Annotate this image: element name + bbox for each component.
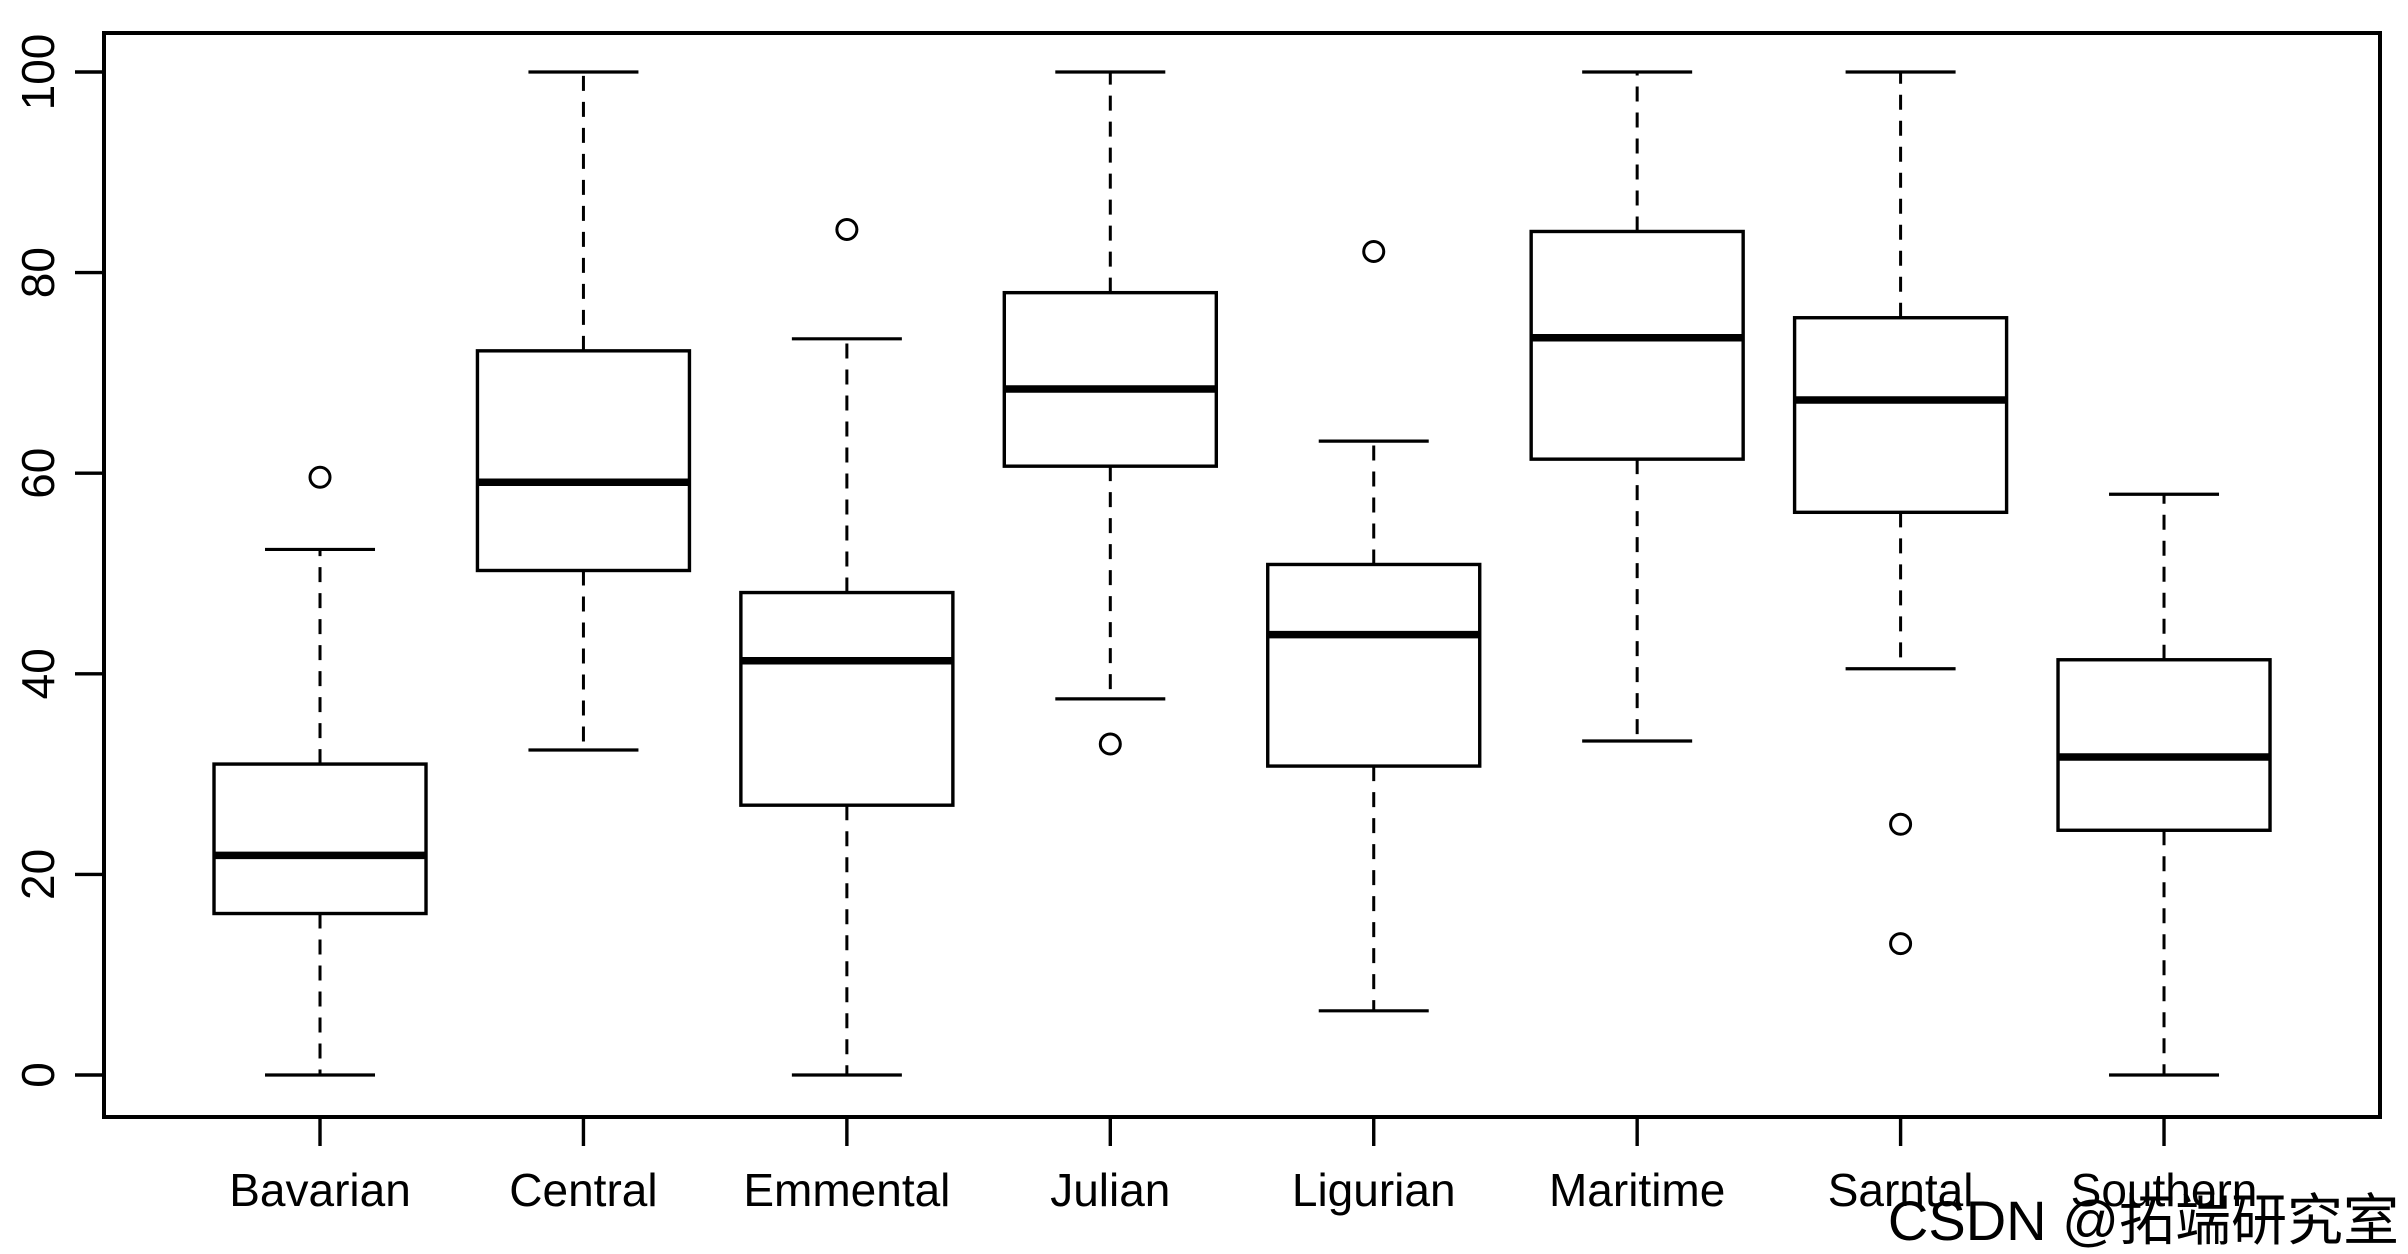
x-axis-label-central: Central bbox=[509, 1164, 657, 1216]
box-sarntal-outlier-point bbox=[1889, 812, 1913, 836]
plot-border bbox=[102, 31, 2382, 1119]
box-sarntal-outlier-point bbox=[1889, 932, 1913, 956]
chart-content: 0 20 40 60 80 100 Bavarian Central Emmental Julia… bbox=[12, 34, 2272, 1216]
y-axis-tick-label: 0 bbox=[12, 1062, 64, 1088]
box-maritime-iqr bbox=[1529, 229, 1745, 461]
x-axis-label-maritime: Maritime bbox=[1549, 1164, 1725, 1216]
x-axis-label-julian: Julian bbox=[1050, 1164, 1170, 1216]
box-bavarian-iqr bbox=[212, 762, 428, 916]
x-axis-label-southern: Southern bbox=[2071, 1164, 2258, 1216]
x-axis-label-emmental: Emmental bbox=[743, 1164, 950, 1216]
x-axis-label-bavarian: Bavarian bbox=[229, 1164, 411, 1216]
box-ligurian-iqr bbox=[1266, 562, 1482, 768]
y-axis-tick-label: 40 bbox=[12, 648, 64, 699]
y-axis-tick-label: 60 bbox=[12, 448, 64, 499]
x-axis-label-sarntal: Sarntal bbox=[1828, 1164, 1974, 1216]
box-bavarian-outlier-point bbox=[308, 465, 332, 489]
y-axis-tick-label: 20 bbox=[12, 849, 64, 900]
box-julian-outlier-point bbox=[1098, 732, 1122, 756]
y-axis-tick-label: 80 bbox=[12, 247, 64, 298]
box-julian-iqr bbox=[1002, 290, 1219, 468]
box-emmental-outlier-point bbox=[835, 217, 859, 241]
x-axis-label-ligurian: Ligurian bbox=[1292, 1164, 1456, 1216]
box-southern-iqr bbox=[2056, 658, 2272, 832]
box-sarntal-iqr bbox=[1792, 316, 2009, 515]
box-central-iqr bbox=[475, 349, 692, 573]
box-emmental-iqr bbox=[739, 590, 955, 807]
box-ligurian-outlier-point bbox=[1362, 240, 1386, 264]
y-axis-tick-label: 100 bbox=[12, 34, 64, 111]
watermark-text: CSDN @拓端研究室 bbox=[1888, 1189, 2399, 1252]
